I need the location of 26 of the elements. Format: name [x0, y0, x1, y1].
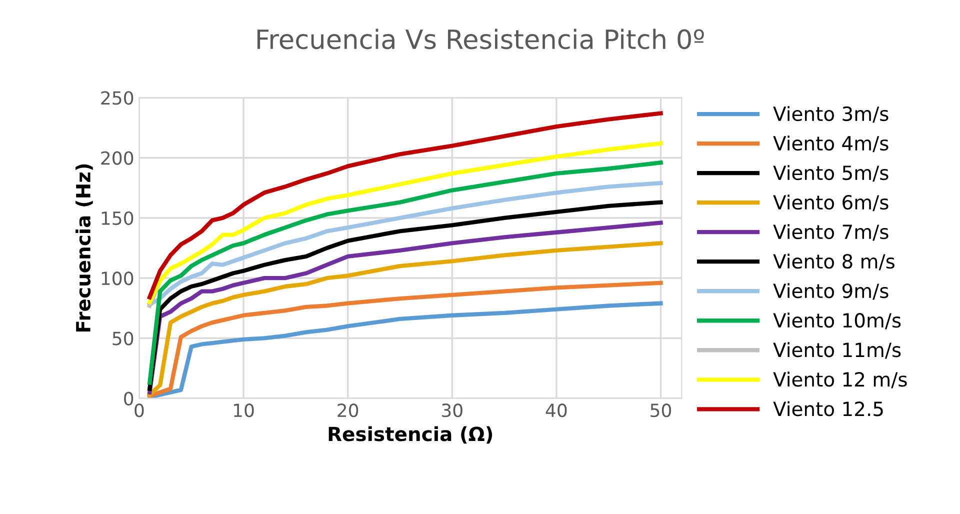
chart-title: Frecuencia Vs Resistencia Pitch 0º	[257, 28, 704, 50]
legend-label: Viento 11m/s	[773, 342, 901, 359]
y-tick-label: 50	[112, 332, 134, 346]
x-tick-label: 40	[546, 404, 567, 418]
legend-label: Viento 5m/s	[773, 165, 888, 182]
y-tick-label: 100	[102, 272, 134, 286]
legend-label: Viento 8 m/s	[773, 254, 894, 270]
x-tick-label: 30	[442, 404, 462, 418]
x-tick-label: 10	[234, 404, 254, 418]
legend-label: Viento 9m/s	[773, 283, 888, 300]
x-tick-label: 0	[134, 404, 144, 418]
legend-label: Viento 12 m/s	[773, 372, 907, 388]
legend-label: Viento 12.5	[773, 401, 883, 416]
x-tick-label: 20	[338, 404, 358, 418]
legend-label: Viento 3m/s	[773, 106, 888, 123]
legend-label: Viento 4m/s	[773, 136, 888, 152]
x-tick-label: 50	[650, 404, 672, 418]
y-tick-label: 200	[101, 151, 134, 165]
legend-label: Viento 6m/s	[773, 194, 888, 212]
y-tick-label: 250	[101, 91, 134, 105]
y-axis-title: Frecuencia (Hz)	[76, 164, 93, 332]
y-tick-label: 150	[102, 211, 134, 226]
y-tick-label: 0	[124, 392, 134, 406]
legend-label: Viento 10m/s	[773, 312, 901, 330]
x-axis-title: Resistencia (Ω)	[328, 426, 492, 444]
legend-label: Viento 7m/s	[773, 224, 888, 241]
